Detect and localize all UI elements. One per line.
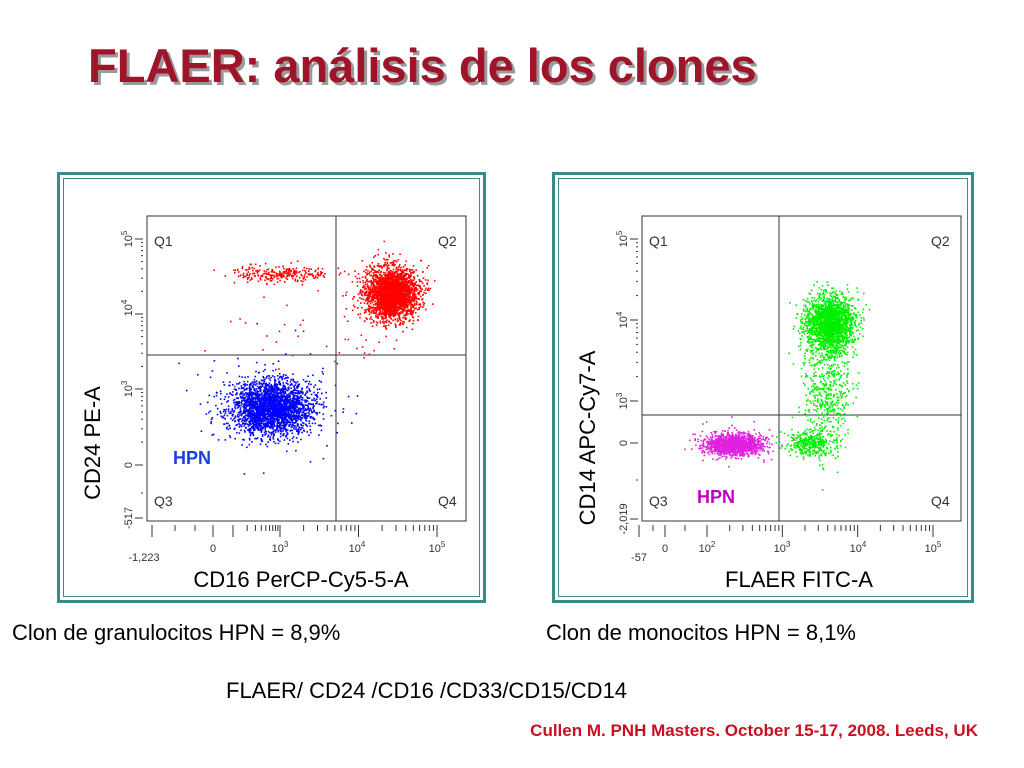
citation: Cullen M. PNH Masters. October 15-17, 20… — [530, 721, 978, 740]
y-tick-label: 105 — [615, 230, 630, 247]
hpn-annotation: HPN — [173, 448, 211, 468]
x-min-label: -1,223 — [128, 552, 159, 564]
caption-granulocytes: Clon de granulocitos HPN = 8,9% — [12, 620, 341, 645]
x-tick-label: 102 — [699, 540, 716, 555]
monocyte-scatter-plot: CD14 APC-Cy7-A FLAER FITC-A Q1 Q2 Q3 Q4 … — [575, 215, 962, 592]
x-tick-label: -57 — [631, 552, 647, 564]
quadrant-label-q1: Q1 — [649, 233, 668, 249]
y-tick-label: 104 — [615, 311, 630, 328]
y-tick-label: 0 — [618, 440, 630, 446]
x-tick-label: 105 — [429, 540, 446, 555]
scatter-population-hpn-monocytes — [690, 427, 795, 461]
granulocyte-plot-frame: CD24 PE-A CD16 PerCP-Cy5-5-A Q1 Q2 Q3 Q4… — [57, 172, 486, 603]
quadrant-label-q3: Q3 — [154, 493, 173, 509]
y-tick-label: 103 — [120, 380, 135, 397]
granulocyte-scatter-plot: CD24 PE-A CD16 PerCP-Cy5-5-A Q1 Q2 Q3 Q4… — [80, 215, 467, 592]
x-axis-label: CD16 PerCP-Cy5-5-A — [193, 567, 408, 592]
quadrant-label-q4: Q4 — [438, 493, 457, 509]
plot-area — [641, 215, 962, 522]
scatter-population-cd24-cd16-pos — [342, 240, 436, 342]
y-tick-label: -517 — [123, 507, 135, 529]
panel-markers: FLAER/ CD24 /CD16 /CD33/CD15/CD14 — [226, 678, 628, 703]
plot-area — [146, 215, 467, 522]
x-tick-label: 0 — [662, 543, 668, 555]
y-tick-label: 104 — [120, 299, 135, 316]
quadrant-label-q1: Q1 — [154, 233, 173, 249]
y-tick-label: 0 — [123, 462, 135, 468]
x-tick-label: 103 — [774, 540, 791, 555]
x-tick-label: 103 — [272, 540, 289, 555]
x-tick-label: 104 — [349, 540, 366, 555]
hpn-annotation: HPN — [697, 487, 735, 507]
quadrant-label-q2: Q2 — [438, 233, 457, 249]
scatter-population-blue-sparse — [178, 322, 358, 475]
quadrant-label-q2: Q2 — [931, 233, 950, 249]
scatter-population-magenta-sparse — [684, 416, 783, 468]
caption-monocytes: Clon de monocitos HPN = 8,1% — [546, 620, 856, 645]
y-tick-label: 105 — [120, 230, 135, 247]
x-tick-label: 105 — [925, 540, 942, 555]
monocyte-plot-frame: CD14 APC-Cy7-A FLAER FITC-A Q1 Q2 Q3 Q4 … — [552, 172, 974, 603]
quadrant-label-q3: Q3 — [649, 493, 668, 509]
scatter-population-cd14-low — [775, 424, 849, 462]
x-tick-label: 104 — [850, 540, 867, 555]
y-axis-label: CD24 PE-A — [80, 386, 105, 500]
x-tick-label: 0 — [210, 543, 216, 555]
x-axis-label: FLAER FITC-A — [725, 567, 873, 592]
y-axis-label: CD14 APC-Cy7-A — [575, 350, 600, 525]
scatter-population-cd14-smear — [791, 296, 860, 491]
y-tick-label: -2,019 — [618, 503, 630, 534]
quadrant-label-q4: Q4 — [931, 493, 950, 509]
scatter-population-cd24-high — [213, 260, 346, 286]
slide-title: FLAER: análisis de los clones — [88, 39, 757, 92]
y-tick-label: 103 — [615, 392, 630, 409]
